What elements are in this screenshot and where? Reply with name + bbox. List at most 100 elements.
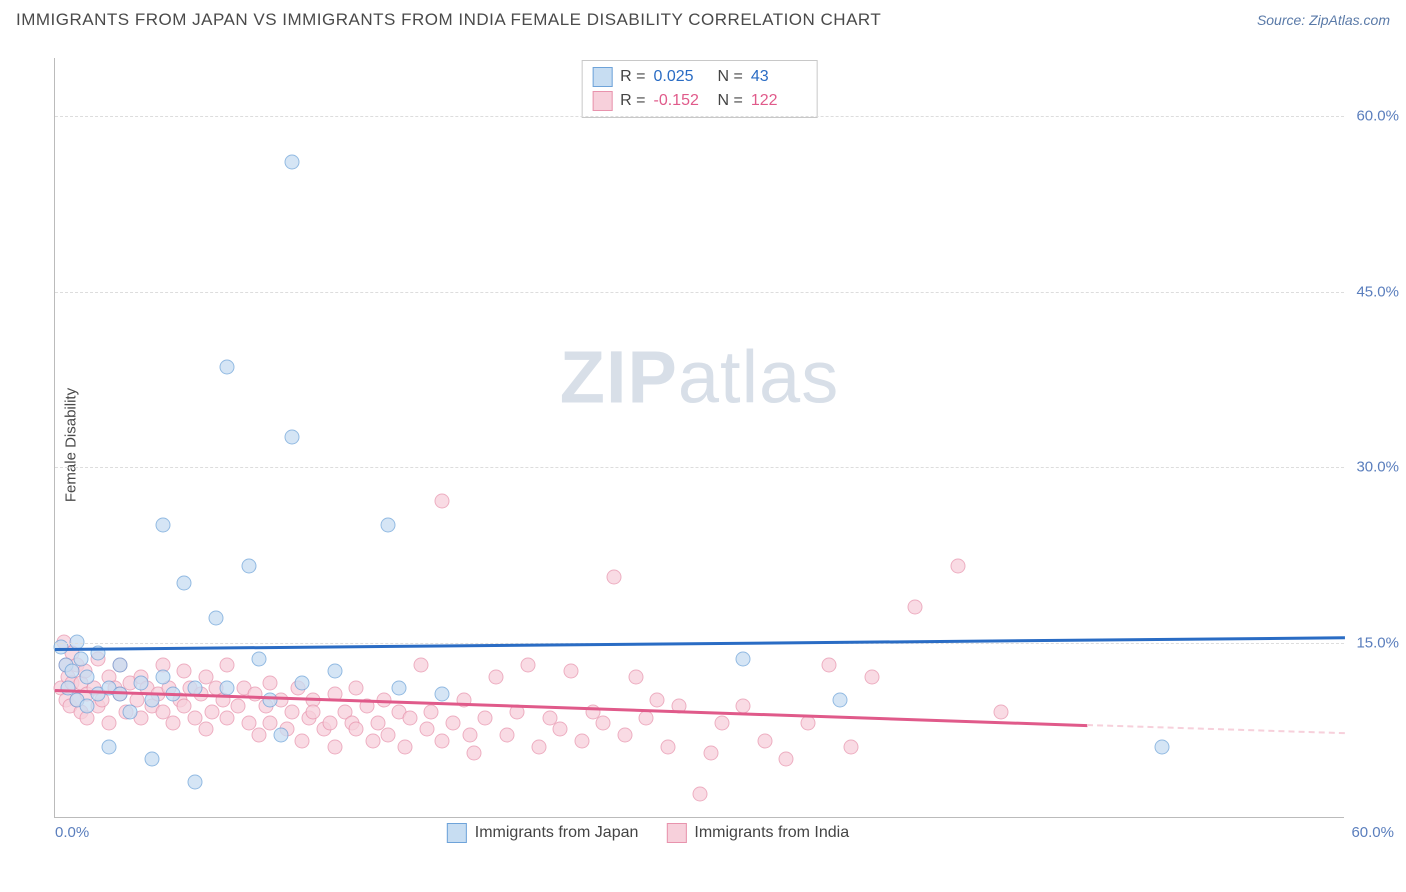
data-point-india xyxy=(617,728,632,743)
swatch-japan-icon xyxy=(592,67,612,87)
stats-legend-box: R = 0.025 N = 43 R = -0.152 N = 122 xyxy=(581,60,818,118)
legend-label-japan: Immigrants from Japan xyxy=(475,824,639,842)
data-point-india xyxy=(413,658,428,673)
data-point-india xyxy=(220,658,235,673)
data-point-india xyxy=(736,698,751,713)
x-tick-max: 60.0% xyxy=(1351,824,1394,841)
data-point-india xyxy=(306,704,321,719)
data-point-india xyxy=(822,658,837,673)
data-point-japan xyxy=(252,652,267,667)
data-point-japan xyxy=(295,675,310,690)
r-label: R = xyxy=(620,89,645,113)
y-tick-label: 15.0% xyxy=(1356,634,1399,651)
data-point-india xyxy=(230,698,245,713)
data-point-india xyxy=(349,681,364,696)
data-point-india xyxy=(198,722,213,737)
data-point-japan xyxy=(134,675,149,690)
swatch-japan-icon xyxy=(447,823,467,843)
y-tick-label: 30.0% xyxy=(1356,459,1399,476)
data-point-india xyxy=(435,494,450,509)
data-point-india xyxy=(596,716,611,731)
data-point-india xyxy=(951,558,966,573)
x-tick-min: 0.0% xyxy=(55,824,89,841)
data-point-india xyxy=(650,693,665,708)
data-point-india xyxy=(101,716,116,731)
data-point-india xyxy=(843,739,858,754)
data-point-japan xyxy=(241,558,256,573)
data-point-india xyxy=(323,716,338,731)
chart-title: IMMIGRANTS FROM JAPAN VS IMMIGRANTS FROM… xyxy=(16,10,881,30)
data-point-india xyxy=(714,716,729,731)
r-value-india: -0.152 xyxy=(654,89,710,113)
source-attribution: Source: ZipAtlas.com xyxy=(1257,12,1390,28)
plot-area: ZIPatlas R = 0.025 N = 43 R = -0.152 N =… xyxy=(54,58,1344,818)
data-point-india xyxy=(204,704,219,719)
data-point-japan xyxy=(187,774,202,789)
data-point-india xyxy=(607,570,622,585)
data-point-india xyxy=(531,739,546,754)
n-value-japan: 43 xyxy=(751,65,807,89)
r-label: R = xyxy=(620,65,645,89)
y-tick-label: 60.0% xyxy=(1356,108,1399,125)
gridline xyxy=(55,467,1344,468)
data-point-japan xyxy=(73,652,88,667)
data-point-india xyxy=(419,722,434,737)
data-point-india xyxy=(757,734,772,749)
data-point-india xyxy=(166,716,181,731)
data-point-india xyxy=(994,704,1009,719)
data-point-japan xyxy=(220,681,235,696)
data-point-india xyxy=(177,663,192,678)
data-point-india xyxy=(564,663,579,678)
n-value-india: 122 xyxy=(751,89,807,113)
data-point-india xyxy=(349,722,364,737)
data-point-india xyxy=(488,669,503,684)
gridline xyxy=(55,292,1344,293)
data-point-india xyxy=(402,710,417,725)
data-point-japan xyxy=(273,728,288,743)
data-point-japan xyxy=(177,576,192,591)
swatch-india-icon xyxy=(666,823,686,843)
data-point-india xyxy=(660,739,675,754)
swatch-india-icon xyxy=(592,91,612,111)
data-point-india xyxy=(779,751,794,766)
data-point-india xyxy=(467,745,482,760)
data-point-india xyxy=(521,658,536,673)
data-point-japan xyxy=(284,155,299,170)
data-point-india xyxy=(574,734,589,749)
data-point-japan xyxy=(112,658,127,673)
scatter-points-layer xyxy=(55,58,1344,817)
data-point-india xyxy=(628,669,643,684)
data-point-india xyxy=(366,734,381,749)
data-point-india xyxy=(639,710,654,725)
data-point-india xyxy=(865,669,880,684)
data-point-india xyxy=(800,716,815,731)
y-tick-label: 45.0% xyxy=(1356,283,1399,300)
data-point-japan xyxy=(144,751,159,766)
data-point-japan xyxy=(1155,739,1170,754)
gridline xyxy=(55,116,1344,117)
data-point-japan xyxy=(327,663,342,678)
stats-row-india: R = -0.152 N = 122 xyxy=(592,89,807,113)
data-point-india xyxy=(445,716,460,731)
data-point-india xyxy=(435,734,450,749)
stats-row-japan: R = 0.025 N = 43 xyxy=(592,65,807,89)
data-point-india xyxy=(220,710,235,725)
data-point-india xyxy=(424,704,439,719)
data-point-japan xyxy=(284,430,299,445)
r-value-japan: 0.025 xyxy=(654,65,710,89)
data-point-japan xyxy=(832,693,847,708)
data-point-india xyxy=(693,786,708,801)
data-point-india xyxy=(908,599,923,614)
data-point-india xyxy=(478,710,493,725)
chart-container: Female Disability ZIPatlas R = 0.025 N =… xyxy=(18,40,1388,850)
data-point-india xyxy=(499,728,514,743)
data-point-india xyxy=(553,722,568,737)
data-point-india xyxy=(381,728,396,743)
data-point-japan xyxy=(101,739,116,754)
data-point-japan xyxy=(80,698,95,713)
data-point-japan xyxy=(435,687,450,702)
n-label: N = xyxy=(718,89,743,113)
data-point-japan xyxy=(155,669,170,684)
data-point-japan xyxy=(112,687,127,702)
data-point-india xyxy=(398,739,413,754)
